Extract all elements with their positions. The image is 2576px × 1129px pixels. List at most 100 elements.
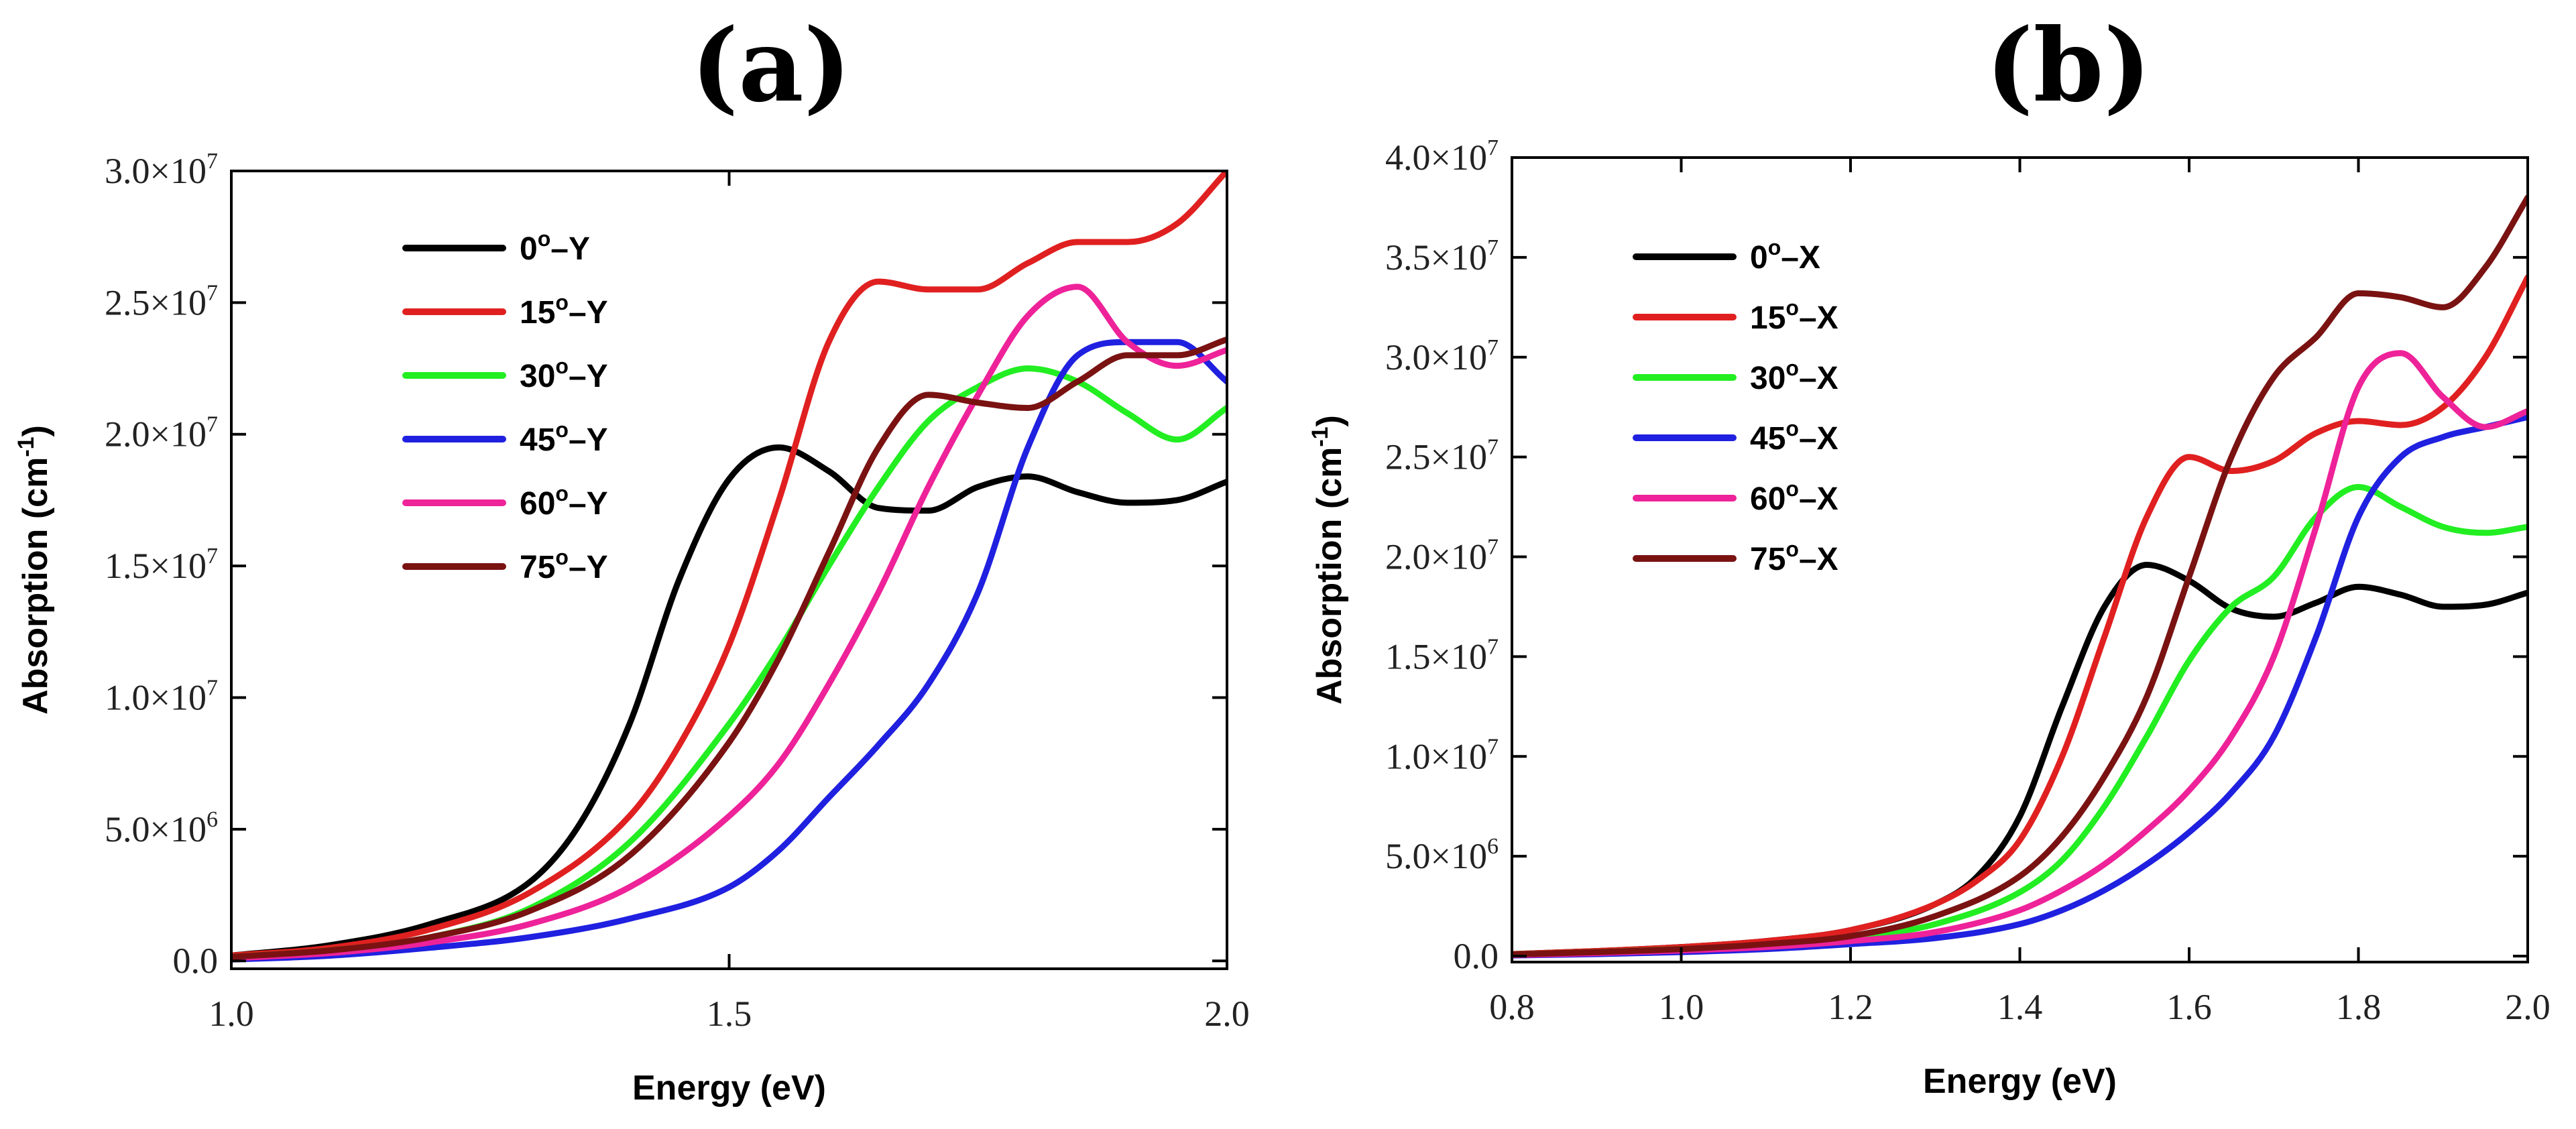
- y-tick-exponent: 7: [207, 675, 218, 700]
- legend-label-sup: o: [555, 418, 569, 442]
- legend-label-base: 15: [520, 295, 555, 331]
- y-tick-label: 3.0×107: [105, 149, 218, 191]
- y-tick-mantissa: 2.5×10: [105, 282, 207, 322]
- legend-label: 30o–X: [1750, 356, 1838, 396]
- y-tick-label: 5.0×106: [105, 807, 218, 849]
- legend-label-sup: o: [1768, 235, 1781, 259]
- legend-label-base: 0: [520, 231, 538, 267]
- y-tick-mantissa: 1.0×10: [105, 677, 207, 717]
- y-axis-label-sup: -1: [1307, 426, 1333, 447]
- legend-label: 75o–Y: [520, 545, 608, 585]
- legend-label-sup: o: [1785, 537, 1799, 561]
- y-tick-mantissa: 1.5×10: [105, 546, 207, 586]
- series-group: [1512, 194, 2528, 959]
- series-group: [231, 171, 1227, 963]
- legend-item: 30o–X: [1633, 356, 1838, 396]
- y-tick-exponent: 7: [1487, 435, 1499, 460]
- y-axis-label-end: ): [1310, 415, 1349, 426]
- legend-item: 30o–Y: [402, 354, 608, 394]
- legend-label-base: 75: [520, 550, 555, 585]
- legend-label: 0o–X: [1750, 235, 1820, 276]
- legend-item: 15o–Y: [402, 290, 608, 331]
- y-tick-mantissa: 5.0×10: [105, 809, 207, 849]
- y-tick-mantissa: 4.0×10: [1385, 137, 1487, 178]
- series-line-45-y: [231, 339, 1227, 963]
- y-tick-exponent: 6: [1487, 834, 1499, 859]
- y-tick-label: 2.0×107: [1385, 535, 1499, 577]
- legend-label-base: 45: [520, 422, 555, 458]
- panel-title: (b): [1986, 7, 2152, 125]
- y-tick-exponent: 7: [1487, 535, 1499, 560]
- legend-label-base: 45: [1750, 421, 1785, 457]
- legend-label: 0o–Y: [520, 227, 590, 267]
- y-axis-label-base: Absorption (cm: [1310, 447, 1349, 705]
- legend-item: 0o–X: [1633, 235, 1820, 276]
- panel-a: (a)1.0 1.5 2.00.05.0×1061.0×1071.5×1072.0×…: [13, 7, 1250, 1108]
- legend-label-sup: o: [555, 481, 569, 506]
- legend-label: 15o–X: [1750, 296, 1838, 336]
- y-tick-label: 4.0×107: [1385, 135, 1499, 178]
- legend-label: 45o–X: [1750, 416, 1838, 457]
- legend-item: 75o–Y: [402, 545, 608, 585]
- legend-label-end: –Y: [569, 422, 608, 458]
- legend-label-end: –Y: [550, 231, 590, 267]
- y-tick-exponent: 7: [1487, 135, 1499, 160]
- y-tick-label: 2.5×107: [105, 280, 218, 322]
- series-line-0-y: [231, 444, 1227, 959]
- legend-label: 75o–X: [1750, 537, 1838, 577]
- x-tick-label: 0.8: [1489, 987, 1535, 1027]
- y-tick-mantissa: 3.0×10: [1385, 337, 1487, 377]
- y-tick-exponent: 7: [1487, 335, 1499, 360]
- legend-label-end: –Y: [569, 550, 608, 585]
- legend-label-sup: o: [555, 290, 569, 314]
- x-tick-label: 1.0: [1659, 987, 1704, 1027]
- legend-label-sup: o: [1785, 356, 1799, 380]
- y-tick-mantissa: 1.5×10: [1385, 636, 1487, 676]
- legend-item: 15o–X: [1633, 296, 1838, 336]
- y-tick-mantissa: 2.0×10: [105, 414, 207, 455]
- panel-title: (a): [691, 7, 851, 125]
- x-tick-label: 1.6: [2166, 987, 2212, 1027]
- series-line-75-y: [231, 336, 1227, 960]
- y-tick-exponent: 7: [1487, 235, 1499, 260]
- legend-label-sup: o: [555, 545, 569, 569]
- x-tick-label: 2.0: [2505, 987, 2551, 1027]
- series-line-75-x: [1512, 194, 2528, 958]
- x-tick-label: 1.2: [1828, 987, 1873, 1027]
- y-tick-mantissa: 3.5×10: [1385, 237, 1487, 278]
- legend-item: 75o–X: [1633, 537, 1838, 577]
- legend-item: 45o–Y: [402, 418, 608, 458]
- y-tick-label: 0.0: [173, 941, 219, 981]
- y-tick-exponent: 7: [1487, 634, 1499, 659]
- y-tick-mantissa: 0.0: [173, 941, 219, 981]
- legend-label: 15o–Y: [520, 290, 608, 331]
- legend-label: 45o–Y: [520, 418, 608, 458]
- y-tick-mantissa: 2.0×10: [1385, 537, 1487, 577]
- legend-label-sup: o: [1785, 477, 1799, 501]
- legend-label-sup: o: [538, 227, 551, 251]
- x-tick-label: 1.0: [209, 994, 254, 1034]
- y-tick-exponent: 7: [207, 280, 218, 305]
- y-tick-label: 3.0×107: [1385, 335, 1499, 377]
- legend-item: 60o–X: [1633, 477, 1838, 517]
- panel-b: (b) 0.8 1.0 1.2 1.4 1.6 1.8 2.0 0.0 5.0×106 1.0×10…: [1307, 7, 2551, 1101]
- y-tick-label: 0.0: [1454, 936, 1499, 976]
- legend-label-sup: o: [1785, 296, 1799, 320]
- legend-label-end: –X: [1781, 240, 1820, 276]
- y-axis-label-end: ): [16, 425, 55, 436]
- legend-item: 45o–X: [1633, 416, 1838, 457]
- series-line-60-y: [231, 284, 1227, 961]
- legend-label: 60o–X: [1750, 477, 1838, 517]
- y-tick-exponent: 6: [207, 807, 218, 832]
- y-tick-label: 3.5×107: [1385, 235, 1499, 278]
- y-tick-mantissa: 0.0: [1454, 936, 1499, 976]
- legend-label-end: –Y: [569, 295, 608, 331]
- y-tick-exponent: 7: [1487, 734, 1499, 759]
- legend-label-base: 60: [1750, 481, 1785, 517]
- x-axis-label: Energy (eV): [632, 1069, 826, 1108]
- legend-item: 60o–Y: [402, 481, 608, 522]
- y-tick-label: 1.5×107: [1385, 634, 1499, 676]
